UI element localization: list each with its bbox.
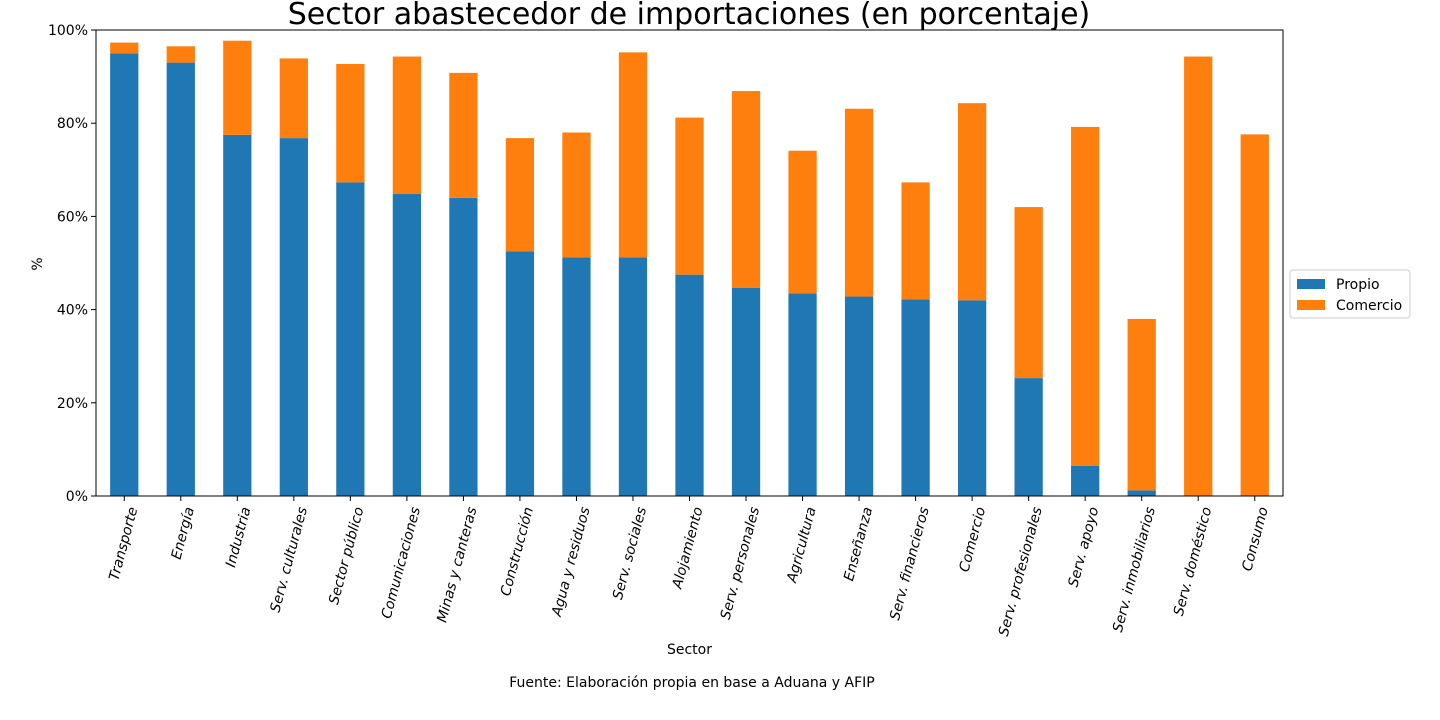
bar-propio-12 [788, 293, 817, 496]
bar-comercio-12 [788, 150, 817, 294]
bar-propio-18 [1127, 490, 1156, 496]
bar-propio-1 [166, 62, 195, 497]
x-tick-label: Serv. inmobiliarios [1110, 505, 1159, 634]
x-tick-label: Consumo [1239, 505, 1271, 572]
bar-propio-16 [1014, 378, 1043, 496]
x-tick-label: Industria [223, 505, 254, 569]
y-tick-label: 80% [57, 116, 88, 132]
x-tick-label: Minas y canteras [434, 505, 480, 624]
x-tick-label: Enseñanza [841, 505, 876, 582]
x-tick-label: Agricultura [784, 505, 820, 585]
bar-comercio-3 [279, 58, 308, 139]
y-tick-label: 40% [57, 303, 88, 319]
bar-comercio-6 [449, 72, 478, 198]
bar-propio-8 [562, 257, 591, 496]
bar-propio-3 [279, 138, 308, 496]
bar-comercio-7 [505, 138, 535, 252]
x-tick-label: Comunicaciones [379, 505, 424, 620]
bar-comercio-14 [901, 182, 930, 300]
bar-comercio-17 [1071, 126, 1100, 466]
y-tick-label: 20% [57, 396, 88, 412]
bars [110, 40, 1269, 497]
legend-label-comercio: Comercio [1336, 298, 1402, 314]
bar-propio-5 [392, 194, 422, 497]
x-tick-label: Serv. financieros [887, 505, 933, 622]
bar-propio-15 [957, 300, 987, 496]
legend-swatch-comercio [1297, 300, 1325, 310]
bar-propio-10 [675, 274, 704, 496]
bar-propio-9 [618, 257, 648, 496]
bar-comercio-9 [618, 52, 648, 258]
bar-propio-7 [505, 251, 535, 496]
chart-title: Sector abastecedor de importaciones (en … [288, 0, 1091, 32]
bar-comercio-8 [562, 132, 591, 258]
x-tick-label: Serv. personales [718, 505, 763, 621]
x-tick-label: Sector público [326, 505, 367, 606]
x-axis-label: Sector [667, 642, 712, 658]
bar-comercio-13 [844, 108, 874, 297]
y-tick-label: 0% [66, 489, 88, 505]
legend-label-propio: Propio [1336, 277, 1380, 293]
x-tick-label: Serv. culturales [267, 505, 310, 614]
bar-propio-17 [1071, 465, 1100, 496]
x-axis: Transporte Energía Industria Serv. cultural… [106, 496, 1272, 638]
x-tick-label: Energía [169, 505, 198, 561]
bar-propio-0 [110, 53, 139, 497]
bar-comercio-16 [1014, 207, 1043, 379]
bar-propio-11 [731, 287, 761, 496]
bar-comercio-0 [110, 42, 139, 54]
y-tick-label: 100% [48, 23, 88, 39]
bar-comercio-5 [392, 56, 422, 195]
x-tick-label: Comercio [957, 505, 990, 573]
x-tick-label: Agua y residuos [549, 505, 594, 619]
bar-comercio-11 [731, 91, 761, 288]
bar-comercio-20 [1240, 134, 1269, 496]
bar-comercio-19 [1184, 56, 1213, 496]
source-note: Fuente: Elaboración propia en base a Adu… [509, 675, 875, 691]
x-tick-label: Serv. profesionales [996, 505, 1046, 638]
y-axis-label: % [30, 257, 46, 270]
legend: Propio Comercio [1289, 269, 1411, 319]
bar-propio-6 [449, 197, 478, 496]
x-tick-label: Construcción [498, 505, 537, 597]
bar-propio-4 [336, 182, 365, 496]
x-tick-label: Serv. sociales [610, 505, 650, 601]
legend-swatch-propio [1297, 279, 1325, 289]
x-tick-label: Transporte [106, 505, 141, 582]
y-tick-label: 60% [57, 209, 88, 225]
bar-propio-14 [901, 299, 930, 496]
bar-propio-13 [844, 296, 874, 496]
bar-comercio-2 [223, 40, 252, 135]
x-tick-label: Alojamiento [669, 505, 706, 591]
bar-comercio-4 [336, 64, 365, 183]
y-axis: 0% 20% 40% 60% 80% 100% [48, 23, 96, 505]
bar-comercio-1 [166, 46, 195, 63]
bar-propio-2 [223, 134, 252, 496]
bar-comercio-18 [1127, 318, 1156, 491]
x-tick-label: Serv. apoyo [1066, 505, 1103, 589]
bar-comercio-15 [957, 103, 987, 301]
x-tick-label: Serv. doméstico [1171, 505, 1215, 617]
bar-comercio-10 [675, 117, 704, 275]
